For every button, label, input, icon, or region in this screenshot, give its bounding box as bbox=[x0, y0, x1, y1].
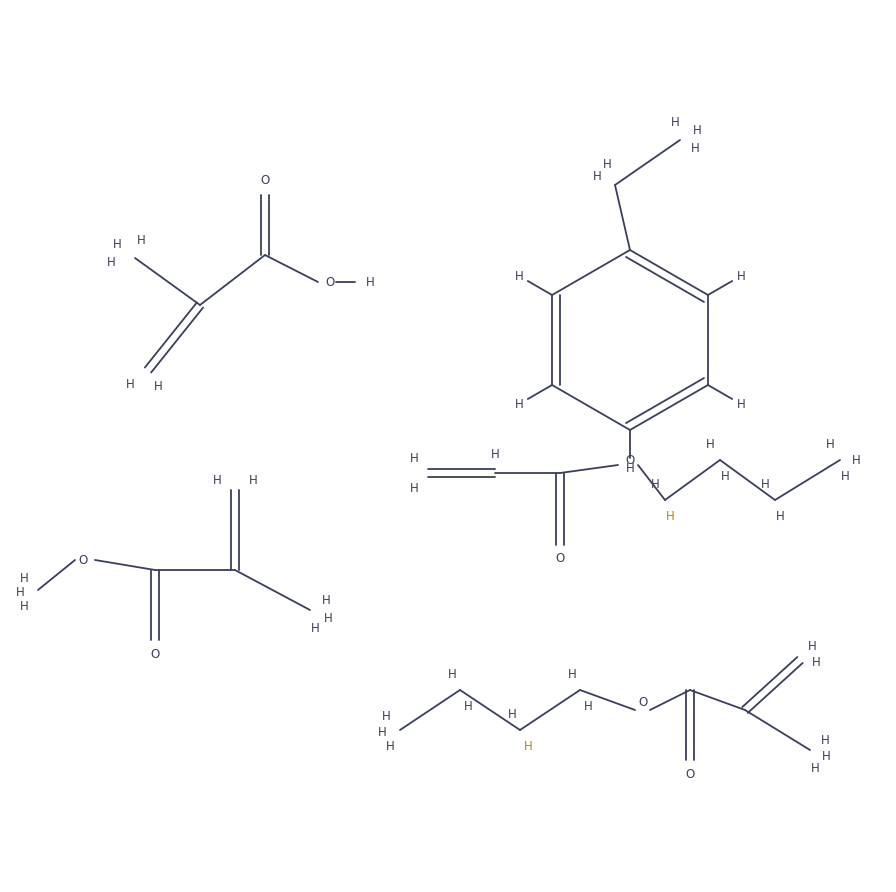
Text: H: H bbox=[153, 379, 162, 392]
Text: H: H bbox=[603, 159, 611, 171]
Text: H: H bbox=[761, 477, 770, 491]
Text: O: O bbox=[261, 175, 270, 187]
Text: H: H bbox=[366, 276, 375, 288]
Text: H: H bbox=[248, 474, 257, 486]
Text: O: O bbox=[638, 696, 648, 708]
Text: H: H bbox=[463, 699, 472, 713]
Text: H: H bbox=[691, 142, 700, 154]
Text: H: H bbox=[568, 667, 576, 681]
Text: O: O bbox=[78, 554, 88, 566]
Text: H: H bbox=[693, 123, 702, 136]
Text: H: H bbox=[113, 237, 121, 251]
Text: H: H bbox=[322, 593, 331, 607]
Text: H: H bbox=[125, 377, 134, 391]
Text: H: H bbox=[523, 739, 532, 753]
Text: H: H bbox=[583, 699, 592, 713]
Text: H: H bbox=[107, 255, 116, 268]
Text: O: O bbox=[685, 767, 694, 780]
Text: H: H bbox=[821, 733, 830, 747]
Text: H: H bbox=[311, 622, 319, 634]
Text: H: H bbox=[448, 667, 456, 681]
Text: H: H bbox=[515, 269, 523, 283]
Text: H: H bbox=[212, 474, 221, 486]
Text: H: H bbox=[323, 612, 332, 624]
Text: O: O bbox=[151, 648, 159, 660]
Text: H: H bbox=[670, 115, 679, 128]
Text: H: H bbox=[737, 269, 745, 283]
Text: H: H bbox=[592, 170, 601, 184]
Text: H: H bbox=[377, 725, 386, 739]
Text: H: H bbox=[737, 398, 745, 410]
Text: H: H bbox=[385, 739, 394, 753]
Text: H: H bbox=[822, 749, 831, 763]
Text: H: H bbox=[409, 482, 418, 494]
Text: H: H bbox=[508, 707, 516, 721]
Text: H: H bbox=[851, 453, 860, 467]
Text: H: H bbox=[650, 477, 659, 491]
Text: H: H bbox=[515, 398, 523, 410]
Text: H: H bbox=[720, 469, 729, 483]
Text: O: O bbox=[625, 453, 634, 467]
Text: H: H bbox=[625, 461, 634, 475]
Text: H: H bbox=[812, 656, 821, 668]
Text: H: H bbox=[666, 509, 675, 523]
Text: H: H bbox=[840, 469, 849, 483]
Text: H: H bbox=[807, 640, 816, 653]
Text: H: H bbox=[136, 234, 145, 246]
Text: H: H bbox=[776, 509, 784, 523]
Text: H: H bbox=[20, 599, 29, 613]
Text: H: H bbox=[825, 437, 834, 450]
Text: H: H bbox=[491, 449, 499, 461]
Text: O: O bbox=[325, 276, 334, 288]
Text: H: H bbox=[20, 572, 29, 584]
Text: H: H bbox=[811, 762, 819, 774]
Text: O: O bbox=[556, 552, 564, 566]
Text: H: H bbox=[409, 451, 418, 465]
Text: H: H bbox=[706, 437, 714, 450]
Text: H: H bbox=[382, 709, 391, 723]
Text: H: H bbox=[15, 587, 24, 599]
